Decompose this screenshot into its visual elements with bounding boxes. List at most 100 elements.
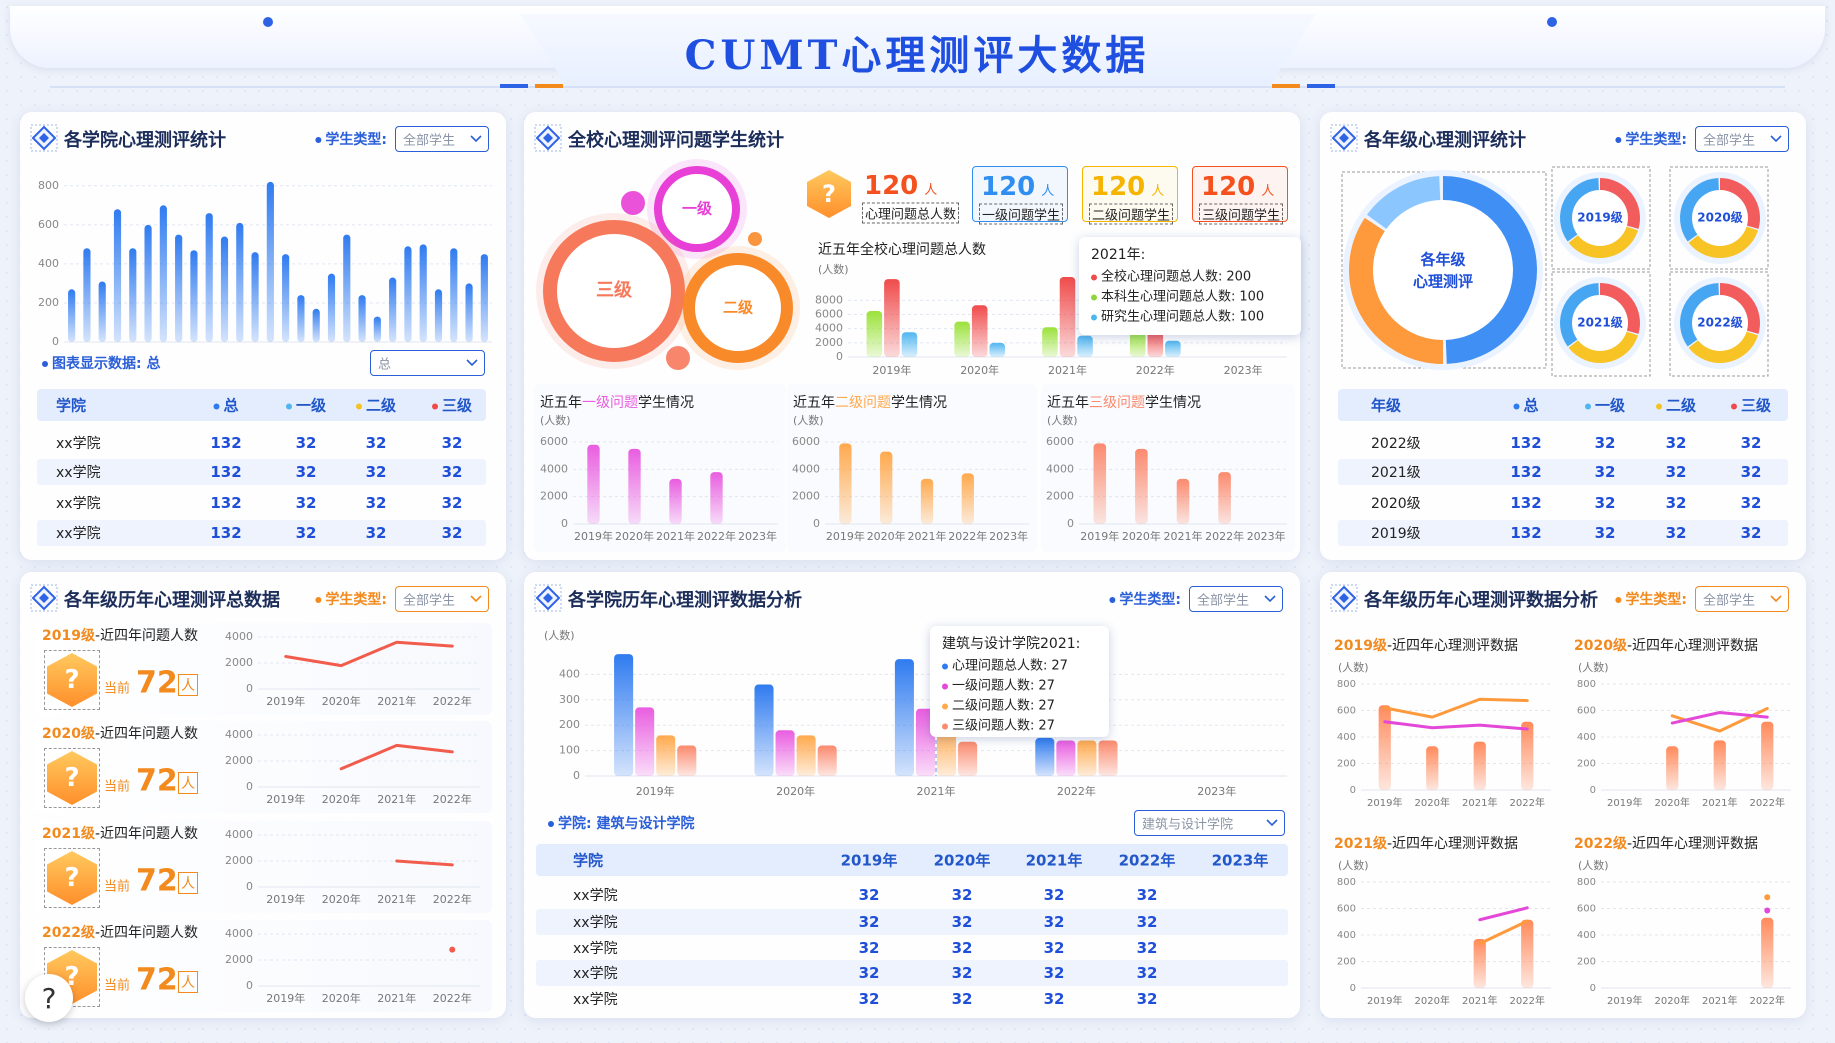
tooltip: 2021年: 全校心理问题总人数: 200 本科生心理问题总人数: 100 研究生心理问题… xyxy=(1079,237,1301,335)
bar-chart: 0 2000 4000 6000 2019年 2020年 2021年 2022年 2023年 xyxy=(540,435,778,543)
select[interactable]: 全部学生 xyxy=(1695,586,1789,612)
donut-segment xyxy=(1349,217,1444,364)
select-value: 全部学生 xyxy=(1197,593,1250,609)
bar xyxy=(1147,330,1164,357)
x-tick-label: 2019年 xyxy=(266,694,305,708)
table-header: 2019年 xyxy=(840,851,898,870)
y-tick-label: 400 xyxy=(559,667,580,680)
y-tick-label: 100 xyxy=(559,744,580,757)
dot xyxy=(315,597,322,603)
stat-label: 一级问题学生 xyxy=(979,203,1064,225)
chart-title: 2019级-近四年心理测评数据 xyxy=(1334,635,1518,655)
table-cell-number: 32 xyxy=(1136,964,1158,982)
bar xyxy=(989,342,1006,357)
help-button[interactable]: ? xyxy=(25,974,73,1022)
bar xyxy=(1059,276,1076,357)
dot xyxy=(1109,597,1116,603)
donut-label: 各年级 xyxy=(1419,251,1466,269)
table-cell-number: 32 xyxy=(1136,913,1158,931)
chart-unit: (人数) xyxy=(818,263,849,276)
x-tick-label: 2021年 xyxy=(1462,994,1497,1007)
title-post: 学生情况 xyxy=(638,395,694,411)
table-header: 二级 xyxy=(355,395,396,416)
bubble-dot xyxy=(621,191,645,215)
stat-box: 120 人三级问题学生 xyxy=(1192,166,1288,225)
dot xyxy=(942,723,948,729)
table-header: 2020年 xyxy=(933,851,991,870)
chevron-icon xyxy=(1770,595,1782,603)
x-tick-label: 2019年 xyxy=(574,529,613,543)
chart-unit: (人数) xyxy=(540,414,571,427)
bar xyxy=(1093,443,1107,524)
x-tick-label: 2019年 xyxy=(1607,994,1642,1007)
bar xyxy=(98,281,106,342)
y-tick-label: 600 xyxy=(1577,904,1596,915)
bar xyxy=(954,321,970,357)
row-grade: 2022级 xyxy=(42,925,95,941)
chart-grade: 2020级 xyxy=(1574,638,1627,654)
select[interactable]: 总 xyxy=(370,350,485,376)
tooltip-title: 建筑与设计学院2021: xyxy=(942,636,1081,652)
bubble xyxy=(654,166,740,252)
filter-label: 学生类型: xyxy=(1615,589,1687,609)
y-tick-label: 800 xyxy=(38,179,59,192)
current-unit: 人 xyxy=(178,872,198,894)
row-bg xyxy=(34,821,492,913)
bar xyxy=(628,448,641,524)
bar xyxy=(817,745,837,776)
tooltip-row: 三级问题人数: 27 xyxy=(942,715,1055,734)
select[interactable]: 全部学生 xyxy=(395,586,489,612)
y-tick-label: 400 xyxy=(1577,732,1596,743)
bar xyxy=(920,478,934,524)
panel-icon xyxy=(1330,584,1358,612)
table-row-bg xyxy=(1338,520,1788,546)
select[interactable]: 全部学生 xyxy=(1189,586,1283,612)
y-tick-label: 0 xyxy=(1350,785,1356,796)
select[interactable]: 全部学生 xyxy=(395,126,489,152)
line-chart: 0 2000 4000 2019年 2020年 2021年 2022年 xyxy=(225,728,480,806)
x-tick-label: 2022年 xyxy=(433,991,472,1005)
y-tick-label: 800 xyxy=(1337,679,1356,690)
bubble-label: 二级 xyxy=(723,299,754,317)
x-tick-label: 2020年 xyxy=(867,529,906,543)
x-tick-label: 2021年 xyxy=(377,991,416,1005)
donut-segment xyxy=(1599,283,1640,334)
chart-unit: (人数) xyxy=(1578,859,1609,872)
icon-inner xyxy=(39,133,49,143)
table-cell: xx学院 xyxy=(573,888,618,904)
line xyxy=(1478,919,1529,946)
chart-unit: (人数) xyxy=(1578,661,1609,674)
bubble-dot xyxy=(666,346,690,370)
line xyxy=(1383,697,1529,719)
x-tick-label: 2022年 xyxy=(1510,796,1545,809)
chevron xyxy=(1264,595,1276,603)
bar xyxy=(754,684,774,776)
bar xyxy=(465,283,473,342)
bar xyxy=(894,659,914,776)
y-tick-label: 200 xyxy=(559,718,580,731)
table-cell-number: 132 xyxy=(1510,524,1542,542)
row-title: 2021级-近四年问题人数 xyxy=(42,823,198,843)
title-pre: 近五年 xyxy=(540,395,582,411)
bar xyxy=(282,254,290,342)
x-tick-label: 2019年 xyxy=(266,792,305,806)
x-tick-label: 2020年 xyxy=(1415,994,1450,1007)
bar xyxy=(796,735,816,776)
chevron-icon xyxy=(470,135,482,143)
donut-segment xyxy=(1599,178,1640,229)
x-tick-label: 2020年 xyxy=(1415,796,1450,809)
dot xyxy=(315,137,322,143)
select[interactable]: 建筑与设计学院 xyxy=(1134,810,1285,836)
table-header: 一级 xyxy=(1584,395,1625,416)
y-tick-label: 4000 xyxy=(225,927,253,940)
y-tick-label: 2000 xyxy=(225,656,253,669)
select[interactable]: 全部学生 xyxy=(1695,126,1789,152)
x-tick-label: 2023年 xyxy=(1197,784,1236,798)
bubble-label: 三级 xyxy=(596,279,633,301)
table-cell-number: 32 xyxy=(951,939,973,957)
bar xyxy=(129,248,137,342)
table-header: 三级 xyxy=(431,395,472,416)
donut-center xyxy=(1692,190,1748,246)
bar xyxy=(1176,478,1190,524)
